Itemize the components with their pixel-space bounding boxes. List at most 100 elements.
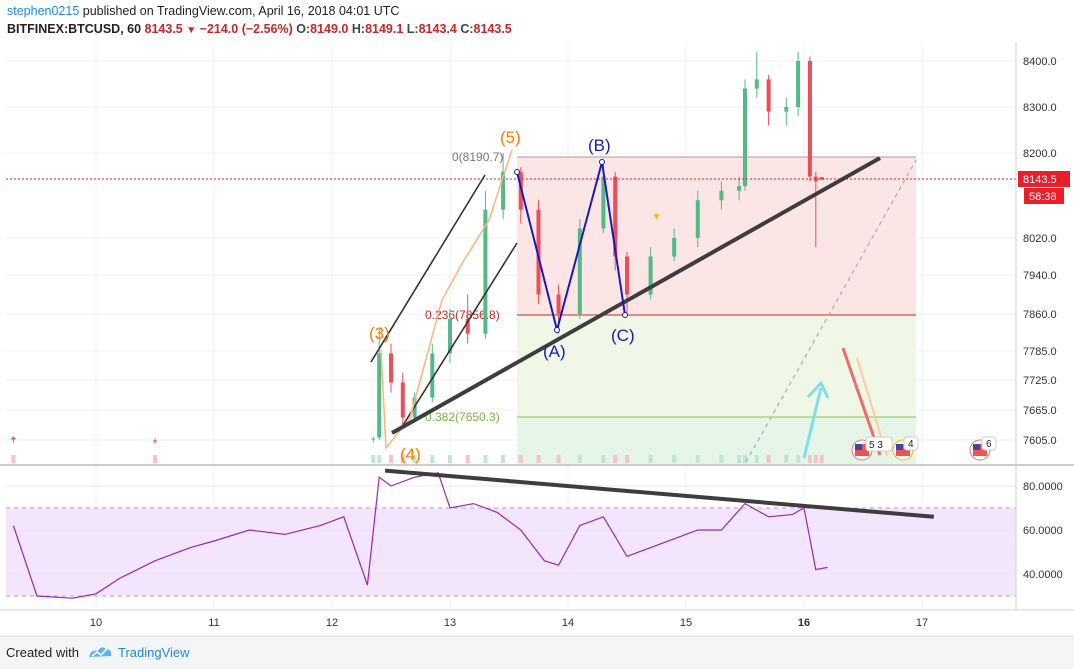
candle-body bbox=[601, 176, 606, 229]
event-flag-us-icon[interactable]: 4 bbox=[892, 436, 919, 461]
price-tick-label: 7860.0 bbox=[1023, 309, 1057, 321]
volume-bar bbox=[389, 455, 393, 463]
candle-body bbox=[672, 238, 677, 257]
high-label: H: bbox=[351, 22, 366, 36]
chart-area[interactable]: 0(8190.7) 0.236(7856.8) 0.382(7650.3) (3… bbox=[0, 0, 1074, 636]
price-axis[interactable]: 7605.0 7665.0 7725.0 7785.0 7860.0 7940.0 8020… bbox=[1023, 56, 1057, 447]
volume-bar bbox=[796, 455, 801, 463]
candle-body bbox=[371, 438, 376, 440]
rsi-band bbox=[6, 508, 1016, 596]
volume-bar bbox=[613, 455, 618, 463]
volume-bar bbox=[371, 455, 376, 463]
close-value: 8143.5 bbox=[473, 22, 512, 36]
candle-body bbox=[577, 228, 582, 314]
time-tick-label: 10 bbox=[90, 617, 102, 629]
rsi-grid bbox=[6, 485, 1016, 575]
close-label: C: bbox=[460, 22, 474, 36]
time-axis[interactable]: 10 11 12 13 14 15 16 17 bbox=[90, 617, 928, 629]
volume-bar bbox=[601, 455, 606, 463]
volume-bar bbox=[448, 455, 452, 463]
wave-channel-lower bbox=[399, 242, 518, 431]
volume-bar bbox=[648, 455, 653, 463]
publish-info: stephen0215 published on TradingView.com… bbox=[7, 4, 399, 18]
candle-body bbox=[796, 61, 801, 107]
down-arrow-icon: ▼ bbox=[186, 25, 197, 36]
abc-point-start[interactable] bbox=[514, 169, 520, 175]
volume-bar bbox=[11, 455, 16, 463]
rsi-trendline[interactable] bbox=[384, 468, 934, 519]
fib-zone-lower bbox=[517, 417, 916, 464]
support-trendline[interactable] bbox=[391, 156, 881, 435]
abc-point-a[interactable] bbox=[554, 327, 560, 333]
volume-bar bbox=[737, 455, 742, 463]
volume-bar bbox=[556, 455, 561, 463]
time-tick-label: 14 bbox=[562, 617, 574, 629]
candle-body bbox=[784, 107, 789, 112]
volume-bar bbox=[695, 455, 700, 463]
high-value: 8149.1 bbox=[365, 22, 404, 36]
abc-path[interactable] bbox=[516, 161, 626, 334]
volume-bar bbox=[807, 455, 812, 463]
rsi-axis[interactable]: 40.0000 60.0000 80.0000 bbox=[1023, 481, 1063, 581]
fib-zone-upper bbox=[517, 157, 916, 315]
candle-body bbox=[807, 61, 812, 177]
candle-body bbox=[754, 79, 759, 89]
candle-body bbox=[389, 353, 393, 383]
candle-body bbox=[719, 190, 724, 201]
tradingview-logo-icon[interactable] bbox=[87, 643, 113, 661]
wave-label-3: (3) bbox=[369, 324, 390, 343]
event-flag-us-icon[interactable]: 5 3 bbox=[851, 436, 893, 461]
price-tick-label: 7940.0 bbox=[1023, 270, 1057, 282]
price-tick-label: 7605.0 bbox=[1023, 435, 1057, 447]
volume-bar bbox=[153, 455, 157, 463]
volume-bar bbox=[412, 455, 417, 463]
fib-label-0382: 0.382(7650.3) bbox=[425, 410, 500, 424]
footer-bar: Created with TradingView bbox=[0, 636, 1074, 669]
wave-label-4: (4) bbox=[400, 445, 421, 464]
candle-body bbox=[695, 200, 700, 238]
candle-body bbox=[377, 353, 382, 438]
marker-triangle-icon bbox=[654, 214, 659, 220]
time-tick-label: 13 bbox=[444, 617, 456, 629]
price-tick-label: 7725.0 bbox=[1023, 375, 1057, 387]
candle-body bbox=[819, 177, 824, 180]
candle-body bbox=[430, 353, 435, 398]
up-arrow-shaft bbox=[802, 387, 823, 459]
price-tick-label: 8400.0 bbox=[1023, 56, 1057, 68]
svg-text:4: 4 bbox=[908, 439, 914, 450]
time-tick-label: 11 bbox=[208, 617, 219, 629]
candle-body bbox=[483, 209, 488, 334]
volume-bar bbox=[501, 455, 506, 463]
up-arrow-icon bbox=[806, 380, 830, 399]
volume-bar bbox=[430, 455, 435, 463]
volume-bar bbox=[813, 455, 818, 463]
candle-body bbox=[11, 437, 16, 440]
volume-bar bbox=[518, 455, 523, 463]
price-change: −214.0 (−2.56%) bbox=[199, 22, 293, 36]
volume-bars bbox=[11, 455, 824, 463]
volume-bar bbox=[465, 455, 470, 463]
abc-point-c[interactable] bbox=[622, 312, 628, 318]
abc-label-c: (C) bbox=[611, 326, 635, 345]
event-flag-us-icon[interactable]: 6 bbox=[969, 436, 997, 461]
volume-bar bbox=[400, 455, 405, 463]
last-price-marker bbox=[1018, 171, 1070, 187]
volume-bar bbox=[819, 455, 824, 463]
candle-body bbox=[465, 318, 470, 334]
volume-bar bbox=[536, 455, 541, 463]
wave-path bbox=[380, 149, 513, 451]
abc-point-b[interactable] bbox=[599, 159, 605, 165]
tradingview-link[interactable]: TradingView bbox=[118, 645, 190, 660]
volume-bar bbox=[483, 455, 488, 463]
volume-bar bbox=[719, 455, 724, 463]
candle-body bbox=[625, 256, 629, 295]
candle-body bbox=[448, 318, 452, 354]
author-link[interactable]: stephen0215 bbox=[7, 4, 80, 18]
candle-body bbox=[737, 186, 742, 191]
candles bbox=[11, 51, 824, 444]
time-tick-label: 17 bbox=[916, 617, 928, 629]
countdown-label: 58:38 bbox=[1029, 191, 1057, 203]
candle-body bbox=[648, 256, 653, 295]
open-value: 8149.0 bbox=[310, 22, 349, 36]
candle-body bbox=[536, 209, 541, 295]
